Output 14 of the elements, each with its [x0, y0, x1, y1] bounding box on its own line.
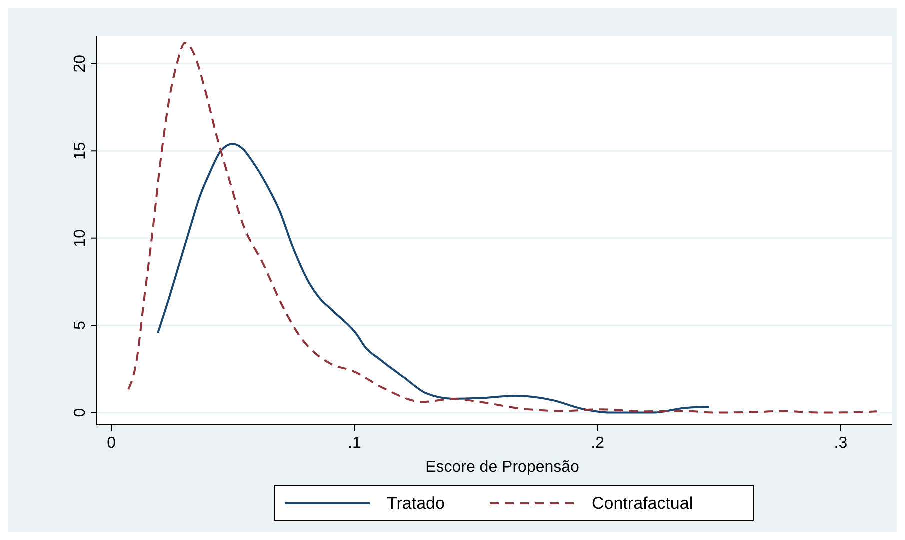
y-tick-label: 10	[72, 229, 89, 248]
y-tick-label: 5	[72, 321, 89, 330]
y-tick-label: 15	[72, 142, 89, 160]
x-axis-title: Escore de Propensão	[426, 459, 580, 476]
x-tick-label: .3	[834, 435, 848, 452]
y-tick-label: 0	[72, 408, 89, 418]
x-tick-label: .2	[591, 435, 605, 452]
line-series	[128, 42, 878, 414]
x-tick-label: .1	[348, 435, 362, 452]
x-tick-label: 0	[107, 435, 116, 452]
legend-label: Contrafactual	[592, 494, 694, 513]
legend-label: Tratado	[387, 494, 445, 513]
y-tick-label: 20	[72, 54, 89, 73]
line-series	[157, 143, 710, 414]
